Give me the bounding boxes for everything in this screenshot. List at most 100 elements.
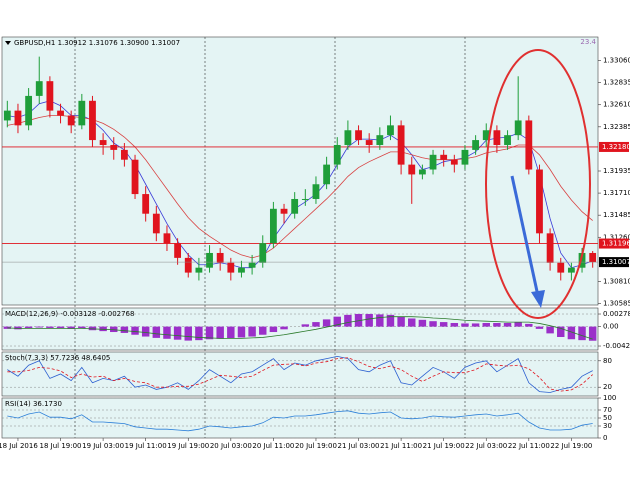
candle-body: [408, 164, 416, 175]
x-tick-label: 21 Jul 03:00: [338, 442, 380, 450]
candle-body: [67, 115, 75, 126]
candle-body: [589, 252, 597, 263]
macd-bar: [67, 326, 75, 329]
y-tick-label: -0.004298: [603, 342, 630, 350]
menu-arrow: [5, 41, 11, 45]
macd-bar: [408, 318, 416, 327]
macd-bar: [301, 324, 310, 327]
macd-bar: [56, 326, 65, 329]
candle-body: [301, 198, 309, 200]
candle-body: [440, 154, 448, 160]
x-tick-label: 19 Jul 03:00: [82, 442, 124, 450]
x-tick-label: 19 Jul 19:00: [167, 442, 209, 450]
y-tick-label: 1.30585: [603, 300, 630, 308]
x-tick-label: 20 Jul 03:00: [210, 442, 252, 450]
macd-bar: [141, 326, 150, 337]
candle-body: [195, 267, 203, 273]
macd-title: MACD(12,26,9) -0.003128 -0.002768: [5, 310, 134, 318]
candle-body: [525, 120, 533, 170]
macd-bar: [322, 319, 331, 327]
macd-bar: [482, 322, 490, 327]
candle-body: [312, 184, 320, 199]
candle-body: [227, 262, 235, 273]
macd-bar: [514, 322, 522, 327]
macd-bar: [588, 326, 597, 341]
arrow-head: [531, 290, 545, 308]
y-tick-label: 1.31260: [603, 233, 630, 241]
x-tick-label: 22 Jul 03:00: [465, 442, 507, 450]
candle-body: [3, 110, 11, 121]
macd-bar: [184, 326, 192, 341]
level-label-bg: [599, 141, 629, 152]
macd-bar: [397, 316, 405, 327]
macd-bar: [578, 326, 586, 341]
macd-bar: [110, 326, 118, 333]
candle-body: [142, 194, 150, 214]
macd-bar: [557, 326, 565, 337]
candle-body: [323, 164, 331, 185]
candle-body: [120, 149, 128, 160]
rsi-title: RSI(14) 36.1730: [5, 400, 62, 408]
x-tick-label: 18 Jul 19:00: [40, 442, 82, 450]
indicator-line: [7, 357, 593, 392]
y-tick-label: 50: [603, 414, 612, 422]
macd-bar: [354, 313, 363, 327]
candle-body: [387, 125, 394, 136]
candle-body: [504, 135, 511, 145]
y-tick-label: 80: [603, 357, 612, 365]
x-tick-label: 22 Jul 19:00: [550, 442, 592, 450]
candle-body: [78, 100, 86, 126]
candle-body: [248, 262, 256, 268]
level-label: 1.32180: [602, 143, 630, 151]
macd-bar: [205, 326, 214, 340]
y-tick-label: 1.32610: [603, 101, 630, 109]
macd-bar: [333, 316, 341, 327]
chart-title: GBPUSD,H1 1.30912 1.31076 1.30900 1.3100…: [14, 39, 180, 47]
candle-body: [131, 159, 139, 195]
y-tick-label: 1.32385: [603, 123, 630, 131]
macd-bar: [344, 314, 352, 327]
candle-body: [14, 110, 22, 126]
x-tick-label: 21 Jul 19:00: [423, 442, 465, 450]
macd-bar: [429, 321, 437, 327]
stoch-panel: [1, 351, 599, 397]
candle-body: [174, 243, 182, 258]
macd-bar: [471, 323, 480, 327]
macd-bar: [376, 314, 384, 327]
candle-body: [46, 81, 54, 111]
y-tick-label: 0.002788: [603, 310, 630, 318]
macd-bar: [525, 323, 533, 327]
marks: 1.33060 1.32835 1.32610 1.32385 1.31935 1.317…: [0, 57, 630, 450]
stoch-title: Stoch(7,3,3) 57.7236 48.6405: [5, 354, 110, 362]
candle-body: [291, 198, 299, 214]
y-tick-label: 100: [603, 394, 616, 402]
trend-arrow: [510, 175, 540, 297]
candle-body: [472, 140, 480, 150]
macd-bar: [46, 326, 54, 328]
y-tick-label: 1.31935: [603, 167, 630, 175]
candle-body: [57, 110, 64, 116]
y-tick-label: 1.31485: [603, 211, 630, 219]
macd-bar: [503, 322, 512, 327]
macd-bar: [131, 326, 139, 335]
candle-body: [216, 252, 224, 263]
candle-body: [152, 213, 160, 234]
macd-bar: [567, 326, 576, 340]
y-tick-label: 1.33060: [603, 57, 630, 65]
macd-bar: [173, 326, 182, 340]
macd-bar: [386, 314, 395, 327]
y-tick-label: 0.00: [603, 323, 619, 331]
macd-bar: [237, 326, 246, 338]
candle-body: [333, 144, 341, 165]
y-tick-label: 20: [603, 383, 612, 391]
macd-bar: [418, 319, 427, 327]
annotation: 23.4: [580, 38, 596, 46]
candle-body: [280, 208, 288, 214]
x-tick-label: 19 Jul 11:00: [125, 442, 167, 450]
macd-bar: [450, 322, 459, 327]
candle-body: [35, 81, 43, 96]
candle-body: [89, 100, 96, 141]
macd-bar: [269, 326, 278, 333]
candle-body: [578, 252, 586, 268]
candle-body: [365, 140, 373, 145]
